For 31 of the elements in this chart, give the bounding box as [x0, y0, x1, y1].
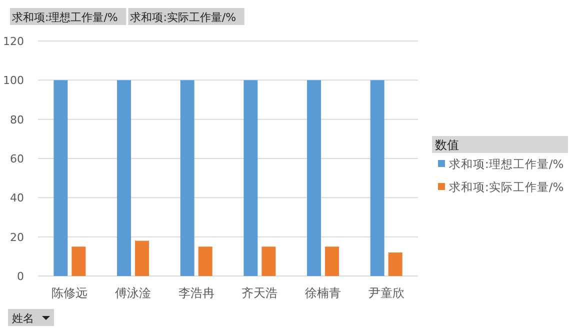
x-tick-label: 徐楠青 [305, 286, 341, 300]
bar [307, 80, 321, 276]
x-tick-label: 齐天浩 [242, 286, 278, 300]
x-tick-label: 陈修远 [52, 286, 88, 300]
bar [117, 80, 131, 276]
bar [370, 80, 384, 276]
bar [72, 246, 86, 276]
y-tick-label: 40 [10, 192, 24, 205]
y-tick-label: 100 [3, 74, 24, 88]
y-tick-label: 0 [17, 270, 24, 283]
text: 求和项:理想工作量/% [12, 11, 118, 24]
x-tick-label: 傅泳淦 [115, 286, 151, 300]
bar [198, 246, 212, 276]
y-tick-label: 120 [3, 35, 24, 48]
x-tick-label: 李浩冉 [178, 286, 214, 300]
x-axis-title: 姓名 [12, 312, 34, 325]
legend-title: 数值 [435, 138, 459, 152]
legend-label: 求和项:实际工作量/% [449, 180, 564, 194]
bar [54, 80, 68, 276]
legend-label: 求和项:理想工作量/% [449, 157, 564, 171]
bar [388, 252, 402, 276]
bar [135, 240, 149, 276]
y-tick-label: 60 [10, 152, 24, 166]
text: 求和项:实际工作量/% [130, 11, 236, 24]
bar [180, 80, 194, 276]
y-tick-label: 20 [10, 230, 24, 244]
y-tick-label: 80 [10, 113, 24, 126]
x-tick-label: 尹童欣 [368, 286, 404, 300]
bar [325, 246, 339, 276]
bar [244, 80, 258, 276]
bar [262, 246, 276, 276]
